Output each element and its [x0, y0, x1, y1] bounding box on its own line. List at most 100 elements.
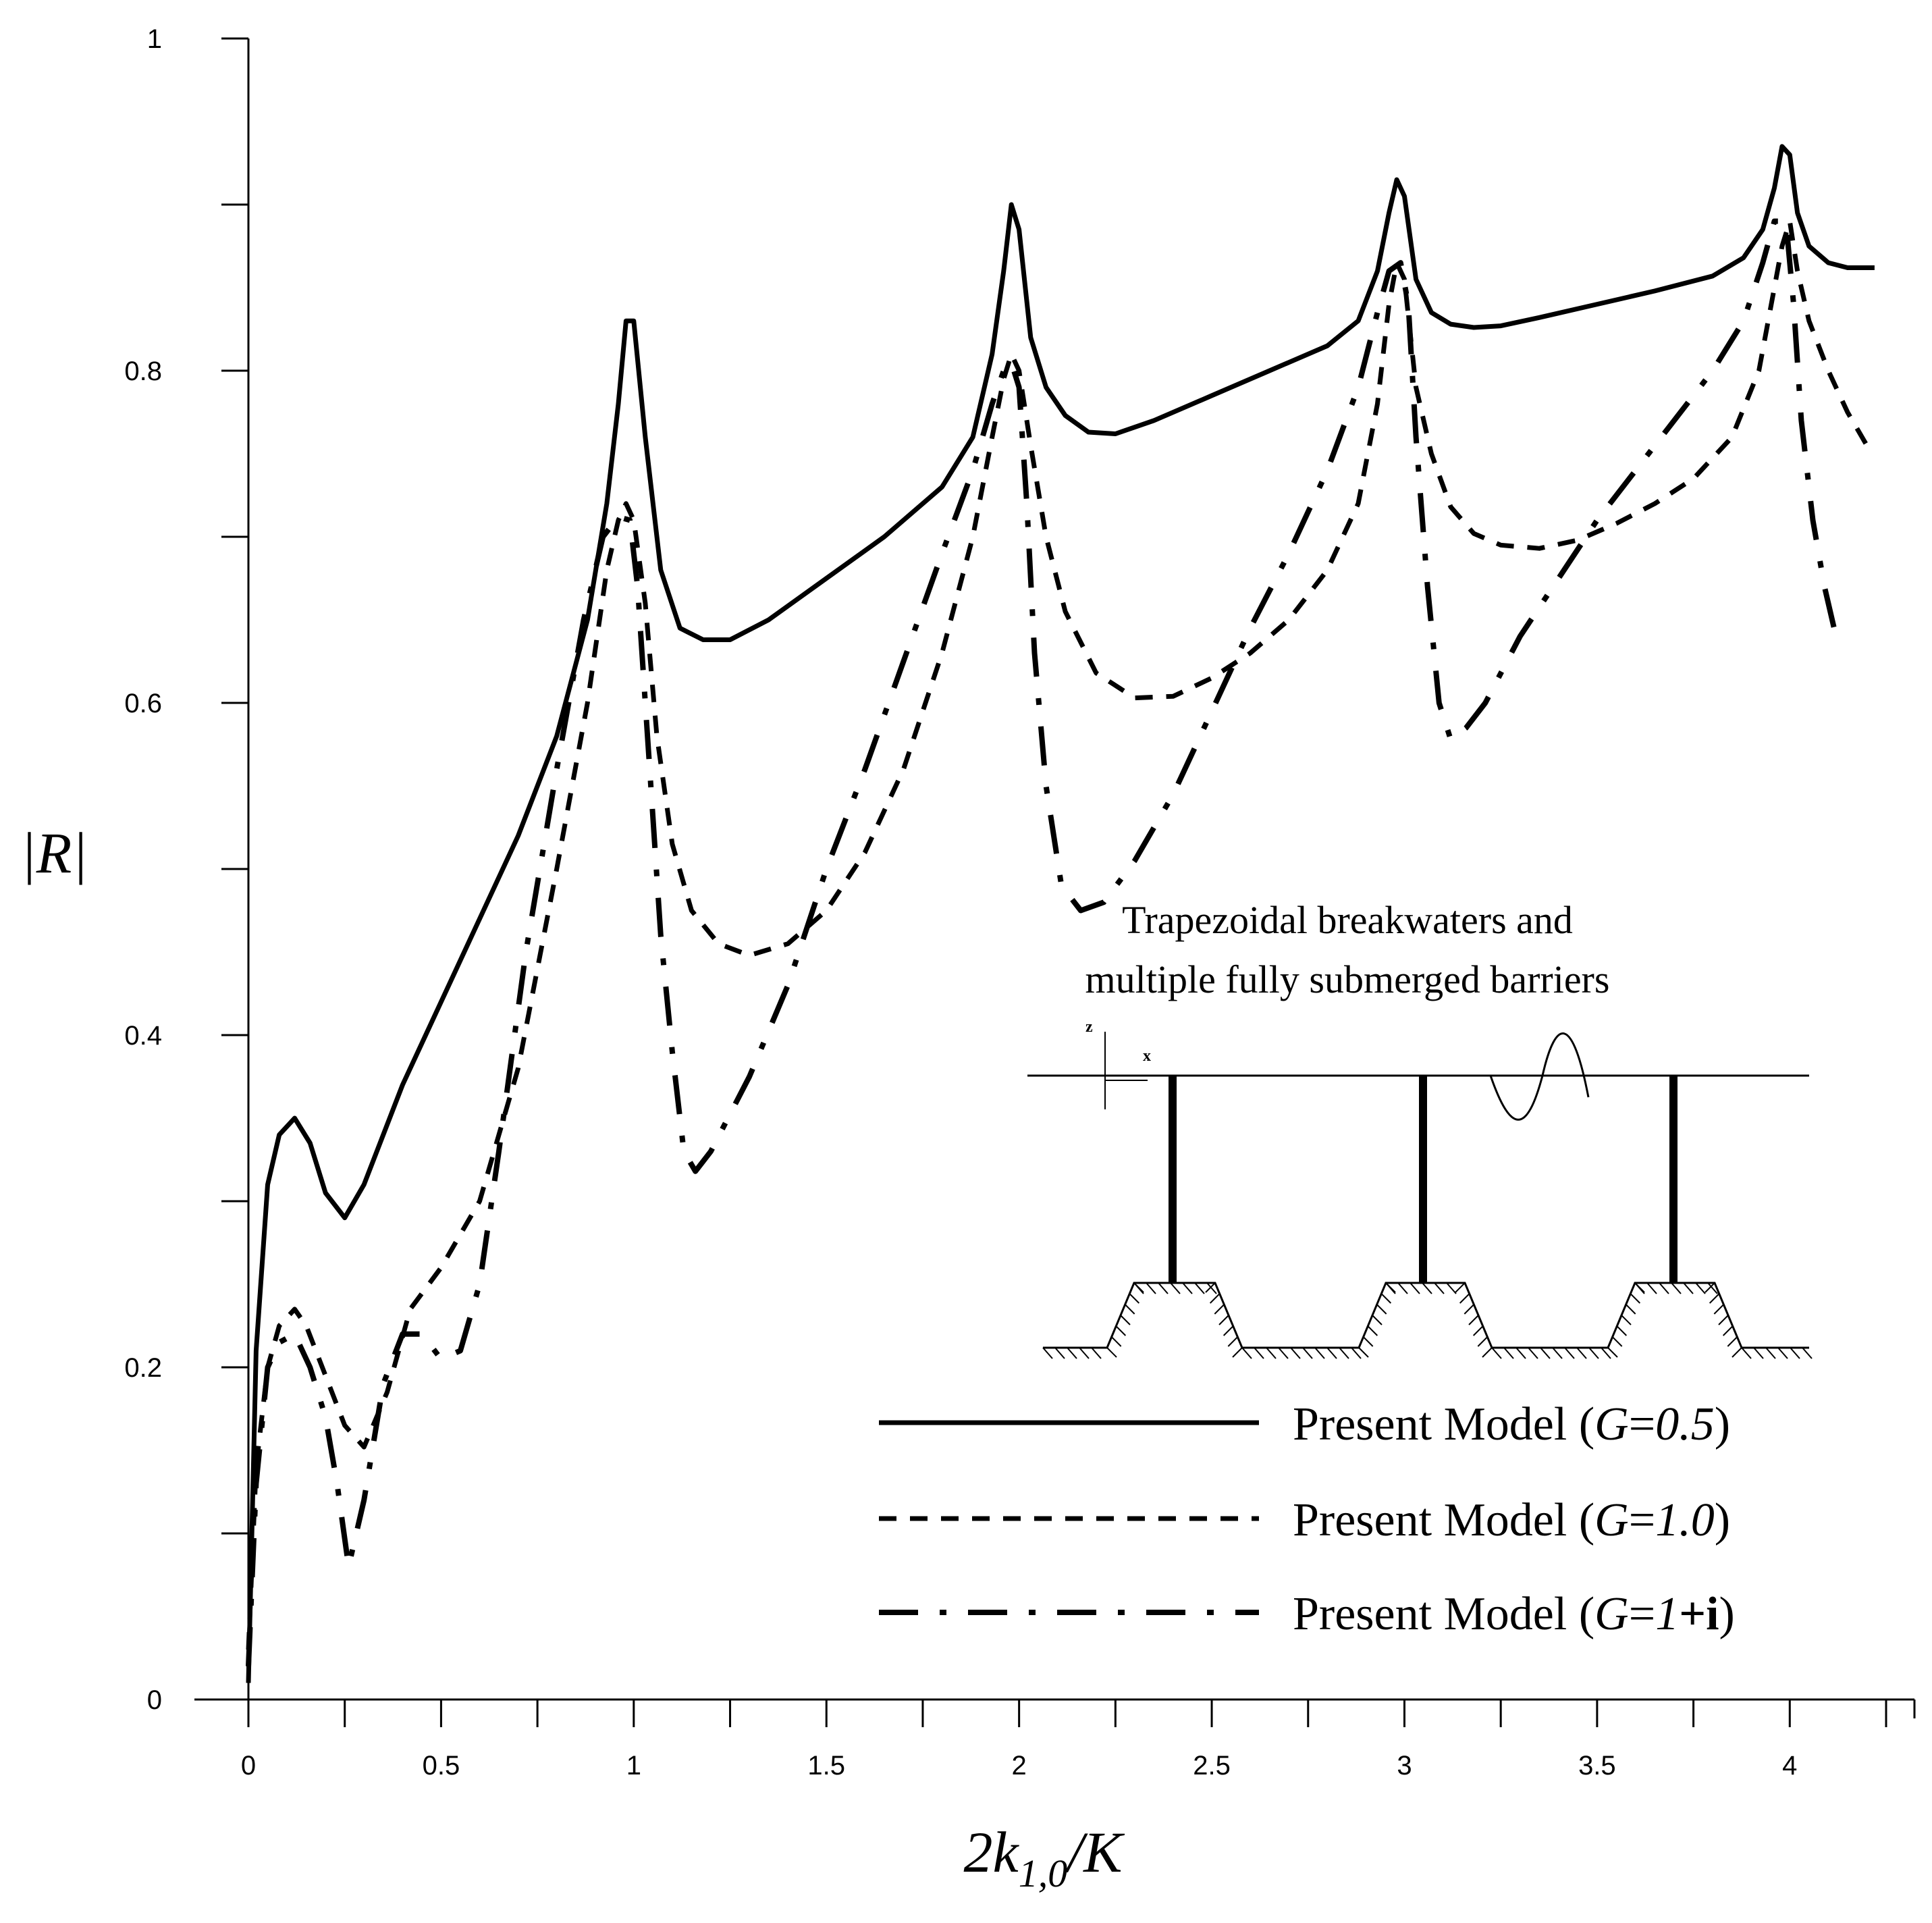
legend-label-part: Present Model ( [1293, 1588, 1594, 1640]
hatch-mark [1671, 1282, 1682, 1294]
hatch-mark [1616, 1325, 1628, 1336]
hatch-mark [1410, 1282, 1420, 1294]
hatch-mark [1422, 1282, 1432, 1294]
legend-label-part: ) [1715, 1494, 1730, 1546]
annotation-line-2: multiple fully submerged barriers [1085, 957, 1610, 1001]
hatch-mark [1634, 1282, 1645, 1293]
x-tick-label: 0.5 [423, 1751, 460, 1781]
hatch-mark [1362, 1336, 1374, 1347]
hatch-mark [1358, 1347, 1369, 1358]
seabed-hatching [1042, 1282, 1813, 1359]
hatch-mark [1254, 1347, 1264, 1359]
hatch-mark [1110, 1336, 1122, 1347]
annotation-line-1: Trapezoidal breakwaters and [1122, 898, 1573, 942]
y-tick-label: 0.6 [124, 689, 162, 718]
hatch-mark [1695, 1282, 1706, 1294]
hatch-mark [1232, 1347, 1243, 1358]
x-axis-title-main: 2k [964, 1820, 1020, 1885]
hatch-mark [1611, 1336, 1623, 1347]
x-tick-label: 2 [1012, 1751, 1027, 1781]
hatch-mark [1741, 1347, 1752, 1359]
hatch-mark [1380, 1293, 1392, 1304]
x-axis-title-tail: /K [1065, 1820, 1125, 1885]
hatch-mark [1477, 1336, 1488, 1347]
hatch-mark [1765, 1347, 1776, 1359]
schematic-x-label: x [1143, 1047, 1151, 1065]
hatch-mark [1266, 1347, 1277, 1359]
series-layer [246, 144, 1875, 1683]
hatch-mark [1468, 1315, 1479, 1325]
x-ticks: 0 0.5 1 1.5 2 2.5 3 3.5 4 [241, 1700, 1887, 1781]
hatch-mark [1552, 1347, 1563, 1359]
legend-label-part: Present Model ( [1293, 1398, 1594, 1450]
y-tick-label: 0.4 [124, 1021, 162, 1051]
hatch-mark [1054, 1347, 1065, 1359]
hatch-mark [1790, 1347, 1800, 1359]
hatch-mark [1588, 1347, 1599, 1359]
hatch-mark [1491, 1347, 1502, 1359]
legend-label-part: = [1629, 1398, 1655, 1450]
hatch-mark [1372, 1315, 1383, 1325]
hatch-mark [1146, 1282, 1156, 1294]
hatch-mark [1540, 1347, 1551, 1359]
legend-label-part: G [1594, 1588, 1629, 1640]
hatch-mark [1091, 1347, 1102, 1359]
hatch-mark [1042, 1347, 1053, 1359]
hatch-mark [1455, 1282, 1466, 1293]
hatch-mark [1722, 1325, 1734, 1336]
hatch-mark [1376, 1304, 1387, 1315]
x-tick-label: 1.5 [807, 1751, 845, 1781]
hatch-mark [1683, 1282, 1694, 1294]
hatch-mark [1459, 1293, 1470, 1304]
hatch-mark [1727, 1336, 1738, 1347]
hatch-mark [1528, 1347, 1538, 1359]
hatch-mark [1079, 1347, 1090, 1359]
x-axis-title-subscript: 1,0 [1019, 1851, 1068, 1895]
hatch-mark [1625, 1304, 1636, 1315]
hatch-mark [1302, 1347, 1313, 1359]
hatch-mark [1705, 1282, 1715, 1293]
hatch-mark [1707, 1282, 1718, 1294]
x-tick-label: 3.5 [1578, 1751, 1616, 1781]
hatch-mark [1753, 1347, 1764, 1359]
x-axis [194, 1698, 1916, 1718]
legend-label-part: G [1594, 1494, 1629, 1546]
hatch-mark [1182, 1282, 1193, 1294]
wave-icon [1489, 1032, 1590, 1121]
hatch-mark [1218, 1315, 1229, 1325]
legend-label-3: Present Model (G=1+i) [1293, 1588, 1735, 1640]
hatch-mark [1713, 1304, 1725, 1315]
x-tick-label: 4 [1782, 1751, 1797, 1781]
hatch-mark [1106, 1347, 1117, 1358]
hatch-mark [1067, 1347, 1077, 1359]
hatch-mark [1290, 1347, 1301, 1359]
y-axis-title: |R| [20, 820, 88, 885]
hatch-mark [1115, 1325, 1127, 1336]
x-tick-label: 0 [241, 1751, 256, 1781]
legend: Present Model (G=0.5)Present Model (G=1.… [879, 1398, 1735, 1640]
hatch-mark [1223, 1325, 1234, 1336]
hatch-mark [1630, 1293, 1641, 1304]
y-tick-label: 0 [147, 1685, 162, 1715]
y-tick-label: 1 [147, 24, 162, 54]
y-ticks: 0 0.2 0.4 0.6 0.8 1 [124, 24, 248, 1715]
hatch-mark [1482, 1347, 1493, 1358]
hatch-mark [1209, 1293, 1220, 1304]
hatch-mark [1326, 1347, 1337, 1359]
hatch-mark [1709, 1293, 1720, 1304]
hatch-mark [1621, 1315, 1632, 1325]
hatch-mark [1124, 1304, 1135, 1315]
hatch-mark [1446, 1282, 1457, 1294]
hatch-mark [1607, 1347, 1618, 1358]
hatch-mark [1351, 1347, 1362, 1359]
hatch-mark [1434, 1282, 1445, 1294]
hatch-mark [1802, 1347, 1813, 1359]
hatch-mark [1133, 1282, 1144, 1293]
hatch-mark [1718, 1315, 1729, 1325]
legend-label-part: G [1594, 1398, 1629, 1450]
hatch-mark [1241, 1347, 1252, 1359]
legend-label-part: 1 [1655, 1588, 1679, 1640]
hatch-mark [1227, 1336, 1239, 1347]
hatch-mark [1564, 1347, 1575, 1359]
